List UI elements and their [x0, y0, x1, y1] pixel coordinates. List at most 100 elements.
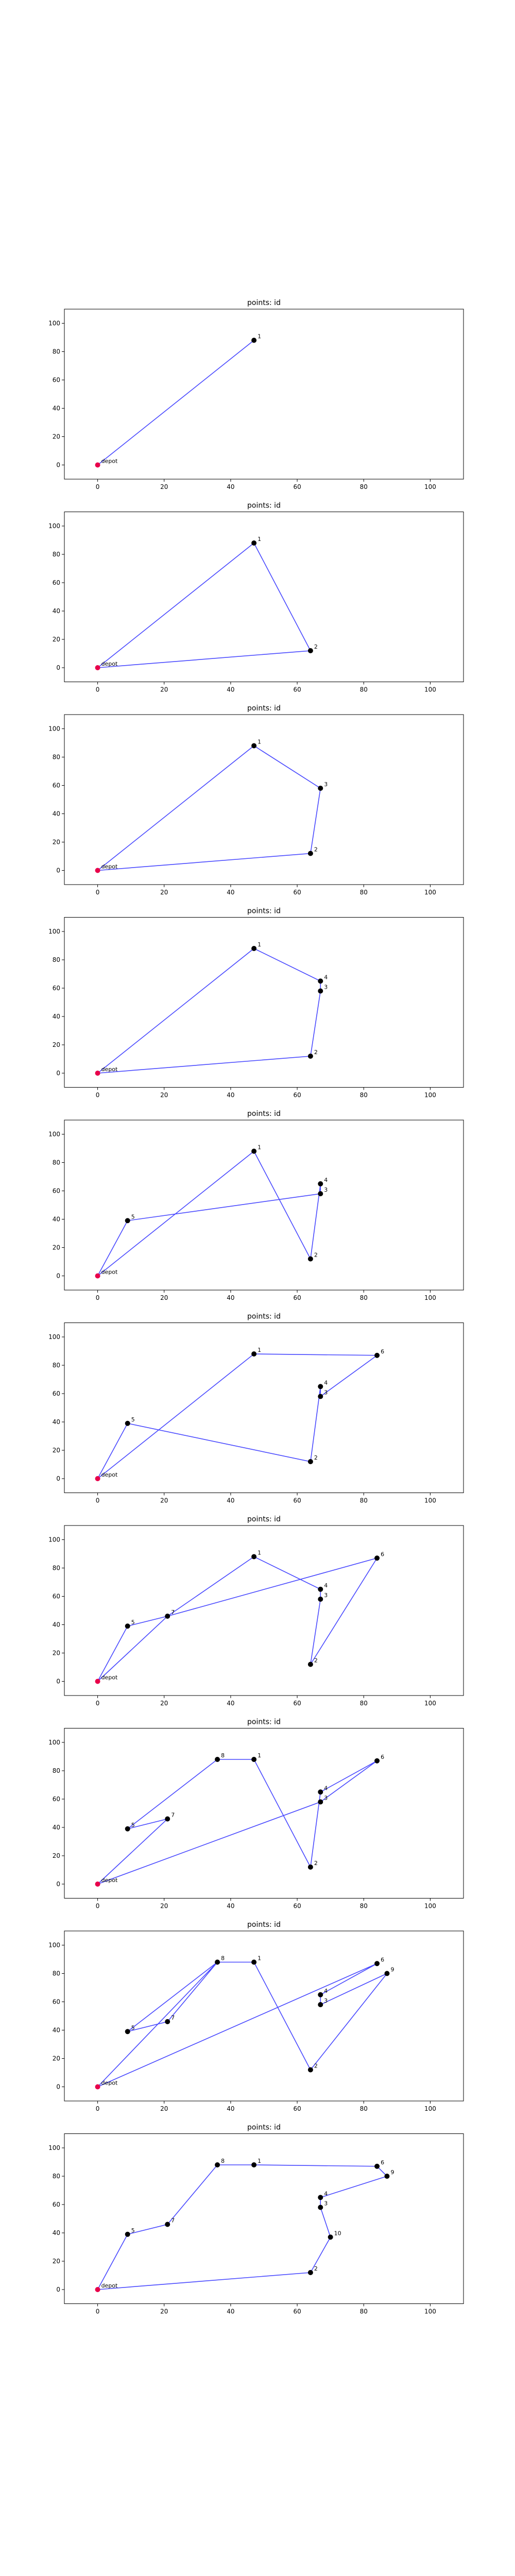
- point-label: 4: [324, 1988, 328, 1994]
- x-tick-label: 80: [360, 1497, 368, 1504]
- x-tick-label: 60: [293, 1294, 301, 1301]
- x-tick-label: 100: [424, 1497, 436, 1504]
- point-label: 3: [324, 1592, 328, 1599]
- point-label: 1: [258, 536, 261, 543]
- x-tick-label: 20: [160, 1700, 168, 1707]
- x-tick-label: 60: [293, 1497, 301, 1504]
- route-point: [307, 1054, 313, 1059]
- plot-frame: [64, 1323, 464, 1493]
- depot-point: [95, 1071, 100, 1076]
- route-point: [251, 1757, 257, 1762]
- x-tick-label: 0: [96, 1092, 100, 1099]
- route-line: [97, 542, 312, 668]
- chart-panel: points: id 0 20 40 60 80 100 0 20 40 60 80 100 depot 1: [48, 299, 464, 490]
- y-tick-label: 60: [53, 377, 60, 384]
- point-label: 2: [314, 1049, 318, 1056]
- y-tick-label: 80: [53, 2173, 60, 2180]
- route-point: [318, 1191, 323, 1196]
- route-point: [251, 743, 257, 749]
- route-line: [97, 340, 254, 466]
- y-tick-label: 20: [53, 839, 60, 846]
- y-tick-label: 80: [53, 1159, 60, 1166]
- point-label: 5: [131, 2024, 135, 2031]
- y-tick-label: 60: [53, 1998, 60, 2006]
- point-label: 7: [171, 1609, 175, 1616]
- x-tick-label: 0: [96, 2308, 100, 2315]
- y-tick-label: 100: [48, 2144, 60, 2151]
- x-tick-label: 100: [424, 1092, 436, 1099]
- point-label: 1: [258, 333, 261, 340]
- chart-panel: points: id 0 20 40 60 80 100 0 20 40 60 80 100 depot 5…: [48, 2124, 464, 2315]
- route-point: [125, 2231, 130, 2237]
- plot-frame: [64, 1120, 464, 1291]
- y-tick-label: 80: [53, 956, 60, 963]
- point-label: 4: [324, 1177, 328, 1183]
- route-point: [251, 946, 257, 951]
- panel-title: points: id: [247, 1515, 281, 1523]
- depot-label: depot: [101, 1269, 118, 1276]
- y-tick-label: 0: [56, 1070, 60, 1077]
- route-point: [125, 1623, 130, 1629]
- x-tick-label: 80: [360, 1700, 368, 1707]
- x-tick-label: 80: [360, 889, 368, 896]
- x-tick-label: 40: [227, 1497, 234, 1504]
- depot-label: depot: [101, 863, 118, 870]
- route-line: [97, 948, 321, 1074]
- route-point: [374, 1352, 380, 1358]
- y-tick-label: 0: [56, 1475, 60, 1482]
- route-point: [165, 2222, 170, 2227]
- y-tick-label: 100: [48, 1739, 60, 1746]
- point-label: 1: [258, 1144, 261, 1151]
- route-point: [318, 1789, 323, 1795]
- point-label: 4: [324, 2190, 328, 2197]
- x-tick-label: 0: [96, 2105, 100, 2112]
- route-point: [215, 2162, 220, 2167]
- point-label: 9: [390, 2169, 394, 2176]
- route-point: [307, 648, 313, 653]
- route-line: [97, 1759, 377, 1885]
- route-point: [374, 2163, 380, 2169]
- route-point: [384, 2174, 390, 2179]
- route-point: [318, 978, 323, 984]
- point-label: 1: [258, 1752, 261, 1759]
- depot-label: depot: [101, 1877, 118, 1884]
- route-point: [165, 2019, 170, 2024]
- x-tick-label: 80: [360, 686, 368, 693]
- route-point: [125, 1420, 130, 1426]
- point-label: 6: [381, 1754, 384, 1760]
- point-label: 2: [314, 846, 318, 853]
- x-tick-label: 20: [160, 2308, 168, 2315]
- panel-title: points: id: [247, 502, 281, 510]
- x-tick-label: 40: [227, 2105, 234, 2112]
- y-tick-label: 40: [53, 810, 60, 818]
- route-point: [318, 786, 323, 791]
- point-label: 1: [258, 739, 261, 745]
- depot-point: [95, 462, 100, 468]
- chart-panel: points: id 0 20 40 60 80 100 0 20 40 60 80 100 depot 1…: [48, 907, 464, 1099]
- panel-title: points: id: [247, 907, 281, 916]
- x-tick-label: 80: [360, 1903, 368, 1910]
- x-tick-label: 60: [293, 1700, 301, 1707]
- x-tick-label: 80: [360, 1294, 368, 1301]
- y-tick-label: 80: [53, 1970, 60, 1977]
- y-tick-label: 20: [53, 1041, 60, 1048]
- x-tick-label: 40: [227, 686, 234, 693]
- x-tick-label: 100: [424, 2105, 436, 2112]
- chart-panel: points: id 0 20 40 60 80 100 0 20 40 60 80 100 depot 5…: [48, 1110, 464, 1301]
- y-tick-label: 80: [53, 348, 60, 355]
- y-tick-label: 20: [53, 1447, 60, 1454]
- point-label: 2: [314, 1657, 318, 1664]
- x-tick-label: 40: [227, 483, 234, 490]
- point-label: 3: [324, 1389, 328, 1396]
- route-point: [251, 1959, 257, 1965]
- plot-frame: [64, 1525, 464, 1696]
- route-point: [318, 2002, 323, 2007]
- point-label: 3: [324, 1997, 328, 2004]
- point-label: 2: [314, 2063, 318, 2070]
- point-label: 3: [324, 2200, 328, 2207]
- point-label: 5: [131, 1619, 135, 1625]
- route-point: [307, 1662, 313, 1667]
- x-tick-label: 0: [96, 686, 100, 693]
- plot-frame: [64, 309, 464, 480]
- y-tick-label: 40: [53, 607, 60, 615]
